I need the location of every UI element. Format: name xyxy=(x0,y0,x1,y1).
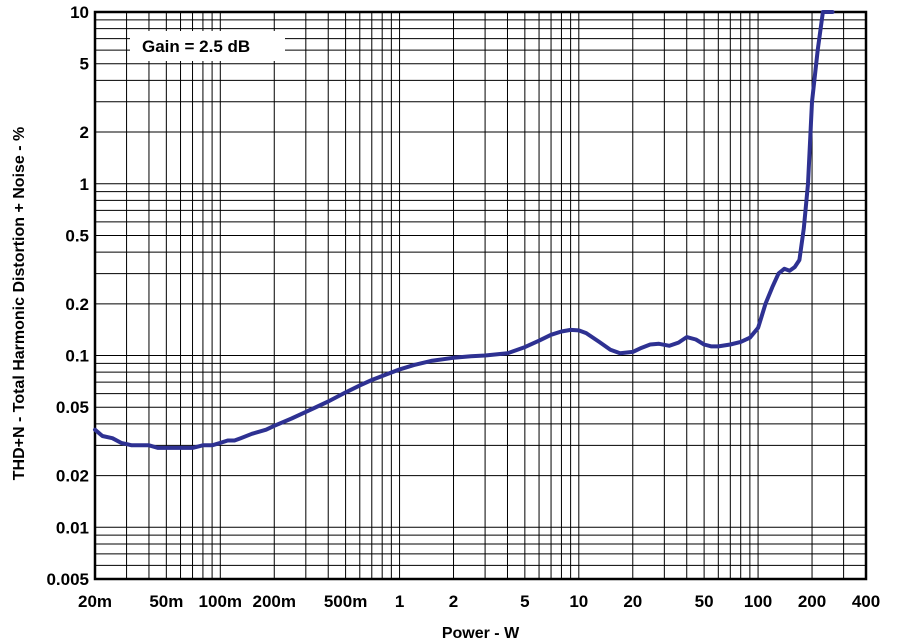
x-tick-label: 100m xyxy=(199,592,242,611)
y-tick-label: 0.05 xyxy=(56,398,89,417)
y-tick-label: 1 xyxy=(80,175,89,194)
plot-frame xyxy=(93,10,868,581)
x-tick-label: 400 xyxy=(852,592,880,611)
gain-annotation: Gain = 2.5 dB xyxy=(130,31,285,61)
x-tick-label: 200m xyxy=(253,592,296,611)
curve-layer xyxy=(93,10,835,450)
gain-annotation-box xyxy=(130,31,285,61)
y-tick-label: 0.5 xyxy=(65,226,89,245)
x-tick-label: 5 xyxy=(520,592,529,611)
y-tick-label: 0.1 xyxy=(65,347,89,366)
y-tick-labels: 0.005 0.01 0.02 0.05 0.1 0.2 0.5 1 2 5 10 xyxy=(46,3,89,589)
x-tick-label: 50 xyxy=(695,592,714,611)
series-thdn-line xyxy=(93,10,835,450)
x-tick-label: 200 xyxy=(798,592,826,611)
y-axis-title: THD+N - Total Harmonic Distortion + Nois… xyxy=(11,127,28,481)
x-tick-label: 100 xyxy=(744,592,772,611)
grid xyxy=(95,12,866,579)
y-tick-label: 5 xyxy=(80,55,89,74)
y-tick-label: 0.2 xyxy=(65,295,89,314)
gain-annotation-text: Gain = 2.5 dB xyxy=(142,37,250,56)
y-tick-label: 0.01 xyxy=(56,518,89,537)
x-tick-label: 20m xyxy=(78,592,112,611)
x-tick-label: 500m xyxy=(324,592,367,611)
x-tick-label: 20 xyxy=(623,592,642,611)
x-axis-title: Power - W xyxy=(442,625,520,642)
y-tick-label: 10 xyxy=(70,3,89,22)
x-tick-label: 50m xyxy=(149,592,183,611)
x-tick-label: 1 xyxy=(395,592,404,611)
y-tick-label: 0.005 xyxy=(46,570,89,589)
y-tick-label: 2 xyxy=(80,123,89,142)
x-tick-label: 10 xyxy=(569,592,588,611)
x-tick-labels: 20m 50m 100m 200m 500m 1 2 5 10 20 50 100 200 400 xyxy=(78,592,880,611)
x-tick-label: 2 xyxy=(449,592,458,611)
y-tick-label: 0.02 xyxy=(56,467,89,486)
